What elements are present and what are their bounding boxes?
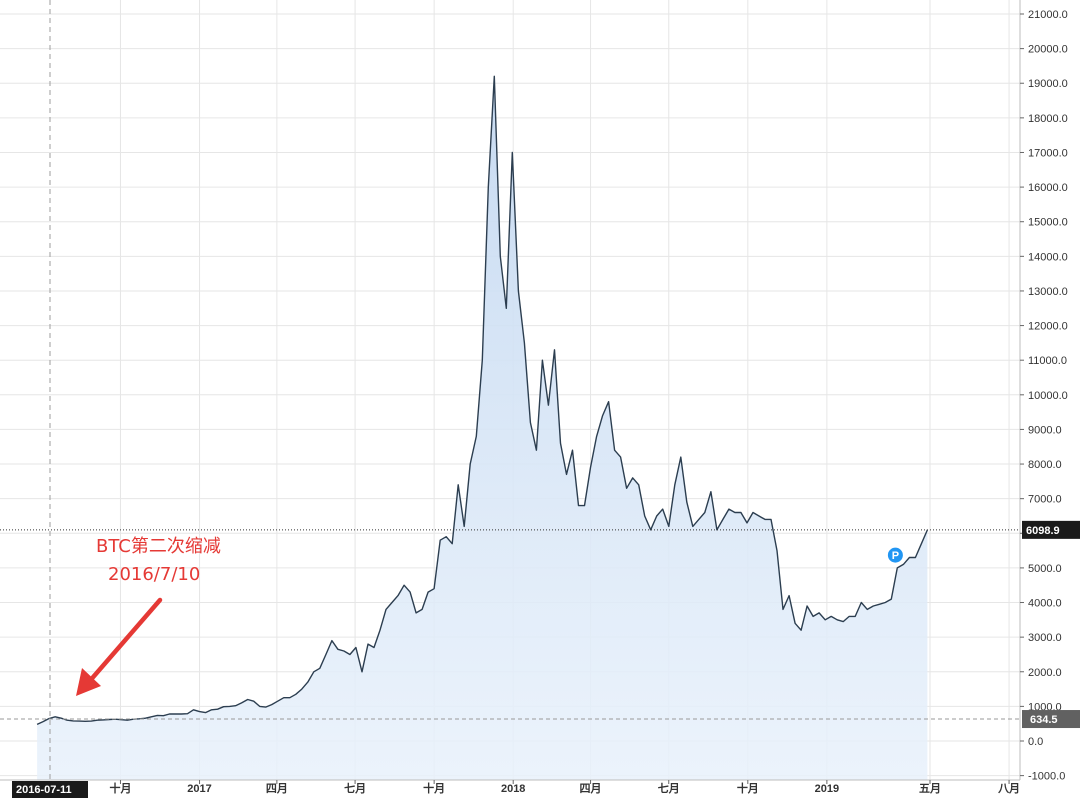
y-tick-label: 16000.0 <box>1028 182 1068 194</box>
x-tick-label: 2018 <box>501 783 525 795</box>
price-area <box>37 76 928 781</box>
annotation-line1: BTC第二次缩减 <box>96 536 221 557</box>
reference-price-tag <box>1022 710 1080 729</box>
x-tick-label: 2017 <box>187 783 211 795</box>
y-tick-label: 12000.0 <box>1028 321 1068 333</box>
x-tick-label: 十月 <box>737 781 759 795</box>
x-tick-label: 十月 <box>423 781 445 795</box>
x-tick-label: 四月 <box>580 782 602 795</box>
crosshair-date-tag <box>12 781 88 798</box>
annotation-line2: 2016/7/10 <box>108 564 200 585</box>
y-tick-label: 0.0 <box>1028 736 1043 748</box>
last-price-tag <box>1022 520 1080 539</box>
x-tick-label: 七月 <box>658 781 680 795</box>
y-tick-label: 20000.0 <box>1028 44 1068 56</box>
x-tick-label: 2019 <box>815 783 839 795</box>
y-axis: 21000.0 20000.0 19000.0 18000.0 17000.0 16000… <box>1019 0 1068 783</box>
x-tick-label: 八月 <box>997 782 1020 795</box>
annotation-arrow-head <box>76 668 101 696</box>
y-tick-label: 14000.0 <box>1028 251 1068 263</box>
crosshair-date-label: 2016-07-11 <box>16 784 72 796</box>
y-tick-label: 7000.0 <box>1028 494 1062 506</box>
y-tick-label: 18000.0 <box>1028 113 1068 125</box>
price-tags: 2016-07-11 6098.9 634.5 P <box>12 520 1080 798</box>
x-tick-label: 四月 <box>266 782 288 795</box>
last-price-label: 6098.9 <box>1026 525 1060 537</box>
annotation-group: BTC第二次缩减 2016/7/10 <box>76 536 221 696</box>
y-tick-label: 21000.0 <box>1028 9 1068 21</box>
reference-lines <box>0 0 1020 780</box>
x-tick-label: 五月 <box>919 782 941 795</box>
y-tick-label: 11000.0 <box>1028 355 1067 367</box>
y-tick-label: 3000.0 <box>1028 632 1062 644</box>
price-line-group <box>36 75 929 726</box>
y-tick-label: 8000.0 <box>1028 459 1062 471</box>
y-tick-label: -1000.0 <box>1028 771 1065 783</box>
x-tick-label: 七月 <box>344 781 366 795</box>
y-tick-label: 19000.0 <box>1028 78 1068 90</box>
marker-label: P <box>892 550 899 562</box>
x-axis: 十月 2017 四月 七月 十月 2018 四月 七月 十月 2019 五月 八月 <box>0 779 1020 795</box>
price-line <box>36 75 929 726</box>
y-tick-label: 13000.0 <box>1028 286 1068 298</box>
y-tick-label: 2000.0 <box>1028 667 1062 679</box>
marker-circle <box>887 547 903 563</box>
reference-price-label: 634.5 <box>1030 714 1058 726</box>
y-tick-label: 9000.0 <box>1028 424 1062 436</box>
y-tick-label: 10000.0 <box>1028 390 1068 402</box>
y-tick-label: 17000.0 <box>1028 147 1068 159</box>
y-tick-label: 5000.0 <box>1028 563 1062 575</box>
y-tick-label: 15000.0 <box>1028 217 1068 229</box>
y-tick-label: 4000.0 <box>1028 598 1062 610</box>
x-tick-label: 十月 <box>109 781 131 795</box>
annotation-arrow-shaft <box>85 597 163 686</box>
price-area-fill <box>37 76 928 781</box>
